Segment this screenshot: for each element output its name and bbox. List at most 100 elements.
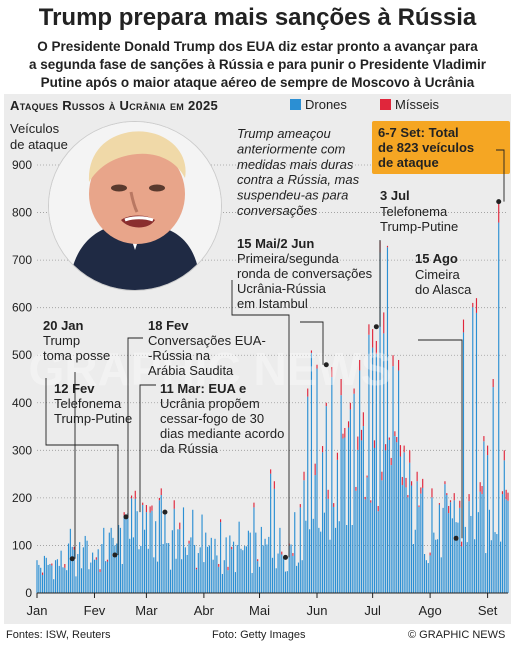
drone-bar [203,562,205,593]
drone-bar [77,554,79,593]
drone-bar [331,377,333,593]
drone-bar [464,526,466,593]
highlight-text: de ataque [378,155,439,170]
missile-bar [142,502,144,506]
drone-bar [166,543,168,593]
drone-bar [225,537,227,593]
drone-bar [201,514,203,593]
annotation-text: Primeira/segunda [237,251,340,266]
missile-bar [459,500,461,508]
drone-bar [416,481,418,593]
missile-bar [51,563,53,566]
drone-bar [498,222,500,593]
missile-bar [220,519,222,523]
drone-bar [140,545,142,593]
drone-bar [95,559,97,593]
drone-bar [60,550,62,593]
drone-bar [342,438,344,593]
drone-bar [79,542,81,593]
drone-bar [97,549,99,593]
drone-bar [475,312,478,593]
note-text: medidas mais duras [237,157,354,172]
drone-bar [114,545,116,593]
x-tick-label: Abr [194,603,215,618]
missile-bar [396,437,398,443]
missile-bar [344,427,346,438]
drone-bar [190,537,192,593]
missile-bar [370,500,372,503]
drone-bar [275,568,277,593]
annotation-dot [282,554,288,560]
drone-bar [321,452,324,593]
drone-bar [353,393,355,593]
drone-bar [483,441,485,593]
drone-bar [156,561,159,593]
drone-bar [462,332,465,593]
drone-bar [507,500,509,593]
annotation-text: Telefonema [380,204,448,219]
drone-bar [273,488,275,593]
drone-bar [51,565,53,593]
drone-bar [108,532,110,593]
annotation-date: 18 Fev [148,318,189,333]
drone-bar [459,507,461,593]
portrait-illustration [49,122,221,290]
drone-bar [349,409,351,593]
missile-bar [492,379,494,388]
watermark: GRAPHIC NEWS [29,343,392,395]
missile-bar [342,433,344,439]
drone-bar [173,508,175,593]
drone-bar [492,387,494,593]
drone-bar [169,569,172,593]
drone-bar [438,504,440,593]
missile-bar [377,505,379,512]
y-axis-label-line: de ataque [10,137,68,152]
drone-bar [418,506,420,593]
drone-bar [101,544,103,593]
drone-bar [249,532,251,593]
drone-bar [329,539,331,593]
missile-bar [394,431,396,437]
missile-bar [401,476,403,486]
drone-bar [197,553,199,593]
drone-bar [318,527,320,593]
drone-bar [320,531,322,593]
y-tick-label: 400 [12,396,32,410]
annotation-text: Trump-Putine [54,411,132,426]
drone-bar [238,521,240,593]
missile-bar [390,457,392,466]
drone-bar [106,561,109,593]
annotation-text: Trump-Putine [380,219,458,234]
drone-bar [309,529,311,593]
annotation-text: cessar-fogo de 30 [160,411,264,426]
drone-bar [494,532,496,593]
missile-bar [355,486,357,491]
drone-bar [290,544,292,593]
drone-bar [179,529,181,593]
drone-bar [299,507,301,593]
missile-bar [281,551,283,555]
drone-bar [45,557,47,593]
drone-bar [398,370,400,593]
drone-bar [271,557,274,593]
drone-bar [103,527,105,593]
drone-bar [481,494,483,593]
subtitle-line: a segunda fase de sanções à Rússia e par… [29,57,486,72]
missile-bar [149,506,151,513]
drone-bar [240,548,242,593]
missile-bar [505,489,507,500]
y-tick-label: 100 [12,538,32,552]
y-tick-label: 300 [12,443,32,457]
drone-bar [181,559,183,593]
drone-bar [158,500,160,593]
drone-bar [258,566,261,593]
drone-bar [236,544,238,593]
legend-missiles-swatch [380,99,391,110]
drone-bar [264,538,266,593]
drone-bar [53,579,55,593]
drone-bar [153,557,155,593]
missile-bar [364,496,366,500]
missile-bar [429,552,431,556]
drone-bar [184,547,186,593]
